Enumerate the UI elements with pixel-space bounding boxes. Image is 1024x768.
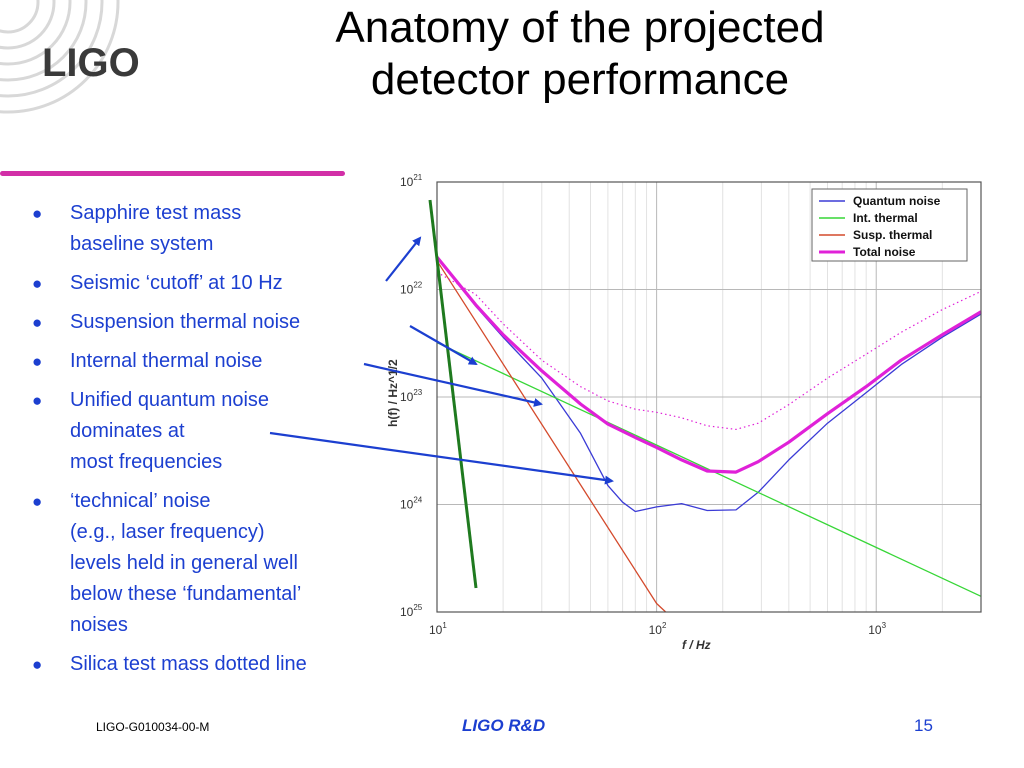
annotation-arrow [385,236,422,282]
bullet-text: ‘technical’ noise [70,490,211,512]
bullet-dot-icon: ● [32,274,43,293]
series-silica-dotted [436,271,982,430]
bullet-text: Suspension thermal noise [70,311,301,333]
annotation-arrow [409,325,478,365]
y-tick-label: 1025 [400,603,423,619]
slide-title: Anatomy of the projected detector perfor… [250,2,910,106]
y-tick-label: 1023 [400,388,423,404]
bullet-text: levels held in general well [70,552,298,574]
seismic-cutoff-line [428,199,478,589]
ligo-logo: LIGO [0,0,140,114]
legend-label: Quantum noise [853,194,941,208]
x-tick-label: 103 [868,621,886,637]
bullet-text: below these ‘fundamental’ [70,583,302,605]
bullet-text: noises [70,614,128,636]
bullet-dot-icon: ● [32,391,43,410]
footer-org: LIGO R&D [462,716,546,735]
bullet-text: most frequencies [70,451,223,473]
bullet-text: Seismic ‘cutoff’ at 10 Hz [70,272,283,294]
y-tick-label: 1022 [400,281,423,297]
page-number: 15 [914,716,933,735]
title-divider [0,171,345,176]
bullet-dot-icon: ● [32,352,43,371]
bullet-item: ● Seismic ‘cutoff’ at 10 Hz [30,268,390,299]
bullet-dot-icon: ● [32,492,43,511]
legend: Quantum noise Int. thermal Susp. thermal To… [811,188,968,262]
annotation-arrow [269,431,614,485]
bullet-dot-icon: ● [32,204,43,223]
y-tick-label: 1024 [400,496,423,512]
bullet-item: ● Suspension thermal noise [30,307,390,338]
series-susp-thermal [436,260,667,613]
title-line: detector performance [370,55,790,104]
y-axis-label: h(f) / Hz^1/2 [386,359,400,427]
legend-label: Int. thermal [853,211,918,225]
bullet-dot-icon: ● [32,313,43,332]
bullet-item: ● Sapphire test mass baseline system [30,198,390,260]
bullet-item: ● ‘technical’ noise (e.g., laser frequency… [30,486,390,641]
x-tick-label: 102 [649,621,667,637]
y-tick-label: 1021 [400,173,423,189]
bullet-text: Silica test mass dotted line [70,653,307,675]
bullet-text: dominates at [70,420,185,442]
bullet-text: (e.g., laser frequency) [70,521,265,543]
bullet-item: ● Unified quantum noise dominates at most f… [30,385,390,478]
x-tick-label: 101 [429,621,447,637]
bullet-item: ● Internal thermal noise [30,346,390,377]
annotation-arrow [363,362,543,407]
legend-label: Susp. thermal [853,228,932,242]
plot-frame [436,181,982,613]
bullet-text: Sapphire test mass [70,202,242,224]
bullet-text: Unified quantum noise [70,389,270,411]
title-line: Anatomy of the projected [335,3,825,52]
legend-label: Total noise [853,245,916,259]
bullet-text: Internal thermal noise [70,350,263,372]
bullet-text: baseline system [70,233,214,255]
series-quantum-noise [436,256,982,513]
bullet-item: ● Silica test mass dotted line [30,649,390,680]
bullet-dot-icon: ● [32,655,43,674]
footer-document-id: LIGO-G010034-00-M [96,720,210,734]
x-axis-label: f / Hz [682,638,711,652]
series-total-noise [435,256,982,474]
logo-wordmark: LIGO [42,41,140,85]
bullet-list: ● Sapphire test mass baseline system ● Seism… [30,198,390,688]
